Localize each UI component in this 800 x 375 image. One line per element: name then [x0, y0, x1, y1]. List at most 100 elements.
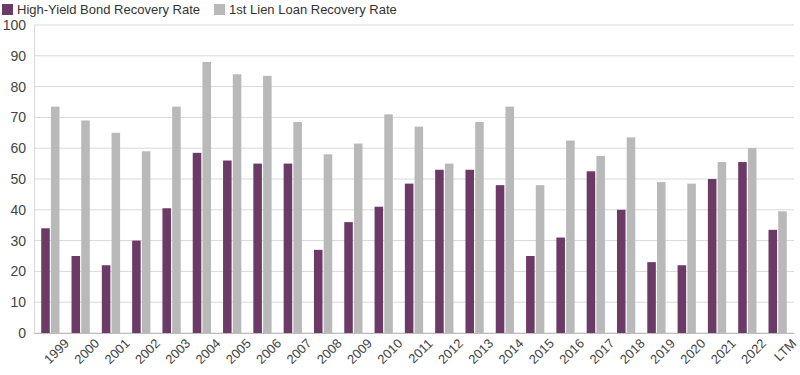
y-tick-label: 50: [10, 171, 26, 187]
x-tick-label: 2005: [223, 336, 254, 367]
bar: [324, 154, 333, 333]
x-tick: 2022: [738, 333, 769, 367]
x-tick: 2018: [617, 333, 648, 367]
bar: [51, 107, 60, 333]
x-tick-label: 2022: [738, 336, 769, 367]
y-tick: 10: [10, 294, 34, 310]
x-tick: 2000: [71, 333, 102, 367]
y-tick: 40: [10, 202, 34, 218]
x-tick-label: 2012: [435, 336, 466, 367]
y-tick-label: 70: [10, 109, 26, 125]
bar: [708, 179, 717, 333]
bar: [596, 156, 605, 333]
bar: [112, 133, 121, 333]
grid-line: [34, 117, 794, 118]
bar: [132, 241, 141, 333]
x-tick-label: 2001: [102, 336, 133, 367]
x-tick: 2017: [586, 333, 617, 367]
bar: [415, 127, 424, 333]
grid: [34, 25, 794, 333]
x-tick: 2013: [465, 333, 496, 367]
y-tick: 30: [10, 233, 34, 249]
y-tick-label: 90: [10, 48, 26, 64]
x-tick-label: 2018: [617, 336, 648, 367]
x-tick-label: 2007: [283, 336, 314, 367]
bar: [647, 262, 656, 333]
x-tick: 2019: [647, 333, 678, 367]
bar: [102, 265, 111, 333]
bar: [718, 162, 727, 333]
x-tick-label: 2002: [132, 336, 163, 367]
x-tick: 2001: [102, 333, 133, 367]
bar: [81, 120, 90, 333]
x-tick-label: 2013: [465, 336, 496, 367]
bar: [435, 170, 444, 333]
bar: [738, 162, 747, 333]
bar: [284, 164, 293, 333]
y-tick-label: 20: [10, 263, 26, 279]
y-tick-label: 40: [10, 202, 26, 218]
y-tick-label: 60: [10, 140, 26, 156]
x-tick-label: 2010: [374, 336, 405, 367]
y-axis-line: [34, 26, 35, 334]
bar-series: [51, 62, 787, 333]
bar: [293, 122, 302, 333]
x-tick-label: 2014: [496, 336, 527, 367]
bar: [526, 256, 535, 333]
x-tick: 2012: [435, 333, 466, 367]
y-tick: 0: [18, 325, 34, 341]
bar: [253, 164, 262, 333]
x-tick-label: 2015: [526, 336, 557, 367]
x-tick-label: 2016: [556, 336, 587, 367]
chart: 0102030405060708090100199920002001200220…: [0, 0, 800, 375]
x-tick: 2002: [132, 333, 163, 367]
bar: [162, 208, 171, 333]
bar: [344, 222, 353, 333]
bars: [41, 62, 787, 333]
bar: [223, 161, 232, 333]
bar: [687, 184, 696, 333]
x-tick: 2005: [223, 333, 254, 367]
grid-line: [34, 25, 794, 26]
bar: [354, 144, 363, 333]
bar: [384, 114, 393, 333]
x-tick: 2006: [253, 333, 284, 367]
bar: [314, 250, 323, 333]
y-tick: 100: [3, 17, 34, 33]
bar: [263, 76, 272, 333]
x-tick: 2007: [283, 333, 314, 367]
bar: [778, 211, 787, 333]
legend-item: High-Yield Bond Recovery Rate: [2, 2, 200, 17]
x-tick-label: LTM: [771, 336, 799, 364]
grid-line: [34, 86, 794, 87]
bar: [465, 170, 474, 333]
bar: [678, 265, 687, 333]
x-tick: 2010: [374, 333, 405, 367]
bar: [768, 230, 777, 333]
bar: [566, 141, 575, 334]
x-tick-label: 2011: [405, 336, 435, 366]
bar: [445, 164, 454, 333]
y-tick: 60: [10, 140, 34, 156]
x-tick-label: 2006: [253, 336, 284, 367]
x-tick: 2009: [344, 333, 375, 367]
x-tick-label: 2021: [708, 336, 739, 367]
y-tick: 50: [10, 171, 34, 187]
bar: [505, 107, 514, 333]
bar: [72, 256, 81, 333]
x-tick-label: 2009: [344, 336, 375, 367]
x-tick-label: 1999: [41, 336, 72, 367]
legend-label: 1st Lien Loan Recovery Rate: [229, 2, 397, 17]
bar: [172, 107, 181, 333]
x-tick: 2020: [677, 333, 708, 367]
bar: [142, 151, 151, 333]
y-tick-label: 0: [18, 325, 26, 341]
y-tick-label: 100: [3, 17, 27, 33]
bar: [193, 153, 202, 333]
bar: [748, 148, 757, 333]
x-tick: 2014: [496, 333, 527, 367]
bar: [41, 228, 50, 333]
legend-swatch: [2, 4, 13, 15]
x-tick-label: 2004: [193, 336, 224, 367]
bar: [202, 62, 211, 333]
